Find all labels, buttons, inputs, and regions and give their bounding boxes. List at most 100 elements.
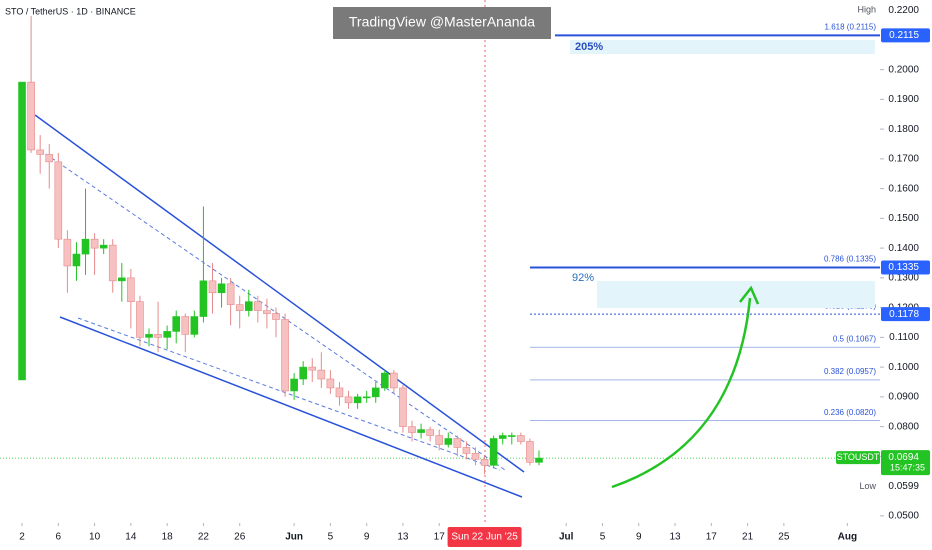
candle-body: [181, 316, 190, 335]
candle-body: [335, 387, 344, 398]
mid-line: [39, 149, 506, 471]
y-tick-label: 0.2000: [888, 64, 919, 75]
candle-body: [353, 396, 362, 404]
fib-label: 0.786 (0.1335): [824, 255, 876, 264]
candle-body: [99, 244, 108, 249]
mid-line: [77, 317, 501, 471]
candle-body: [127, 277, 135, 302]
y-tick-label: 0.0900: [888, 392, 919, 403]
watermark-box: [333, 7, 551, 39]
x-tick-label: 9: [636, 532, 642, 543]
candle-body: [45, 154, 54, 163]
candle-body: [63, 238, 72, 267]
candle-body: [426, 429, 434, 436]
candle-body: [453, 438, 462, 448]
symbol-header: STO / TetherUS · 1D · BINANCE: [5, 6, 136, 16]
candle-body: [498, 435, 507, 439]
candle-body: [526, 441, 534, 463]
crosshair-badge: [447, 527, 522, 547]
candle-body: [18, 81, 26, 381]
price-badge: [881, 260, 930, 275]
y-tick-label: 0.1800: [888, 124, 919, 135]
candle-body: [272, 313, 280, 320]
x-tick-label: Jun: [285, 532, 303, 543]
percent-label: 205%: [575, 41, 603, 53]
candle-body: [408, 426, 416, 433]
candle-body: [317, 369, 326, 380]
candle-body: [108, 244, 117, 282]
candle-body: [444, 438, 453, 445]
candle-body: [417, 429, 425, 433]
percent-label: 92%: [572, 272, 594, 284]
candle-body: [489, 438, 498, 466]
x-tick-label: 17: [706, 532, 718, 543]
candle-body: [154, 334, 162, 338]
y-tick-label: 0.1000: [888, 362, 919, 373]
candle-body: [507, 435, 516, 437]
candle-body: [281, 319, 289, 392]
fib-layer: 1.618 (0.2115)0.786 (0.1335)0.618 (0.117…: [0, 23, 880, 459]
y-tick-label: 0.1300: [888, 273, 919, 284]
y-tick-label: 0.0800: [888, 421, 919, 432]
x-tick-label: 13: [397, 532, 409, 543]
low-label: Low: [859, 481, 876, 491]
candle-body: [118, 277, 126, 282]
candle-body: [90, 238, 99, 249]
candle-body: [362, 396, 371, 399]
candle-body: [81, 238, 90, 255]
crosshair-date: Sun 22 Jun '25: [451, 532, 518, 543]
candle-body: [190, 316, 199, 335]
x-tick-label: 22: [198, 532, 210, 543]
current-price: 0.0694: [888, 452, 919, 463]
candle-body: [290, 378, 298, 392]
x-tick-label: 25: [778, 532, 790, 543]
candle-body: [244, 301, 253, 311]
candle-body: [36, 149, 44, 155]
price-badge: [881, 28, 930, 43]
x-tick-label: 14: [125, 532, 137, 543]
fib-label: 0.5 (0.1067): [833, 334, 876, 343]
candle-body: [471, 453, 480, 460]
x-tick-label: 5: [328, 532, 334, 543]
arrow: [611, 297, 752, 489]
price-badge-label: 0.2115: [889, 30, 919, 41]
x-tick-label: 17: [434, 532, 446, 543]
candle-body: [235, 304, 244, 311]
candle-body: [163, 331, 171, 338]
candle-body: [308, 366, 317, 371]
y-tick-label: 0.1900: [888, 94, 919, 105]
x-tick-label: 2: [19, 532, 25, 543]
x-tick-label: Jul: [559, 532, 574, 543]
x-tick-label: 26: [234, 532, 246, 543]
candle-body: [54, 161, 63, 240]
target-zone: [570, 40, 875, 54]
candle-body: [217, 283, 226, 294]
candle-body: [399, 387, 407, 427]
candle-body: [480, 459, 489, 466]
symbol-label: STOUSDT: [837, 452, 880, 462]
candle-body: [435, 435, 444, 445]
price-badge-label: 0.1335: [888, 262, 919, 273]
y-tick-label: 0.1600: [888, 183, 919, 194]
candle-body: [517, 435, 525, 442]
candle-body: [263, 310, 271, 314]
trend-line: [59, 316, 523, 498]
price-badge-label: 0.1178: [889, 309, 919, 320]
y-tick-label: 0.0500: [888, 511, 919, 522]
y-tick-label: 0.1100: [889, 332, 919, 343]
x-tick-label: 21: [742, 532, 754, 543]
candle-body: [136, 301, 144, 338]
candle-body: [299, 366, 307, 380]
x-tick-label: 5: [600, 532, 606, 543]
candle-body: [72, 253, 81, 267]
candle-body: [199, 280, 208, 317]
low-value: 0.0599: [888, 481, 919, 492]
watermark: TradingView @MasterAnanda: [349, 14, 535, 30]
candle-body: [172, 316, 181, 332]
x-tick-label: 9: [364, 532, 370, 543]
candle-body: [462, 447, 471, 454]
target-zone: [597, 281, 875, 308]
y-tick-label: 0.1400: [888, 243, 919, 254]
trend-line: [34, 114, 525, 473]
